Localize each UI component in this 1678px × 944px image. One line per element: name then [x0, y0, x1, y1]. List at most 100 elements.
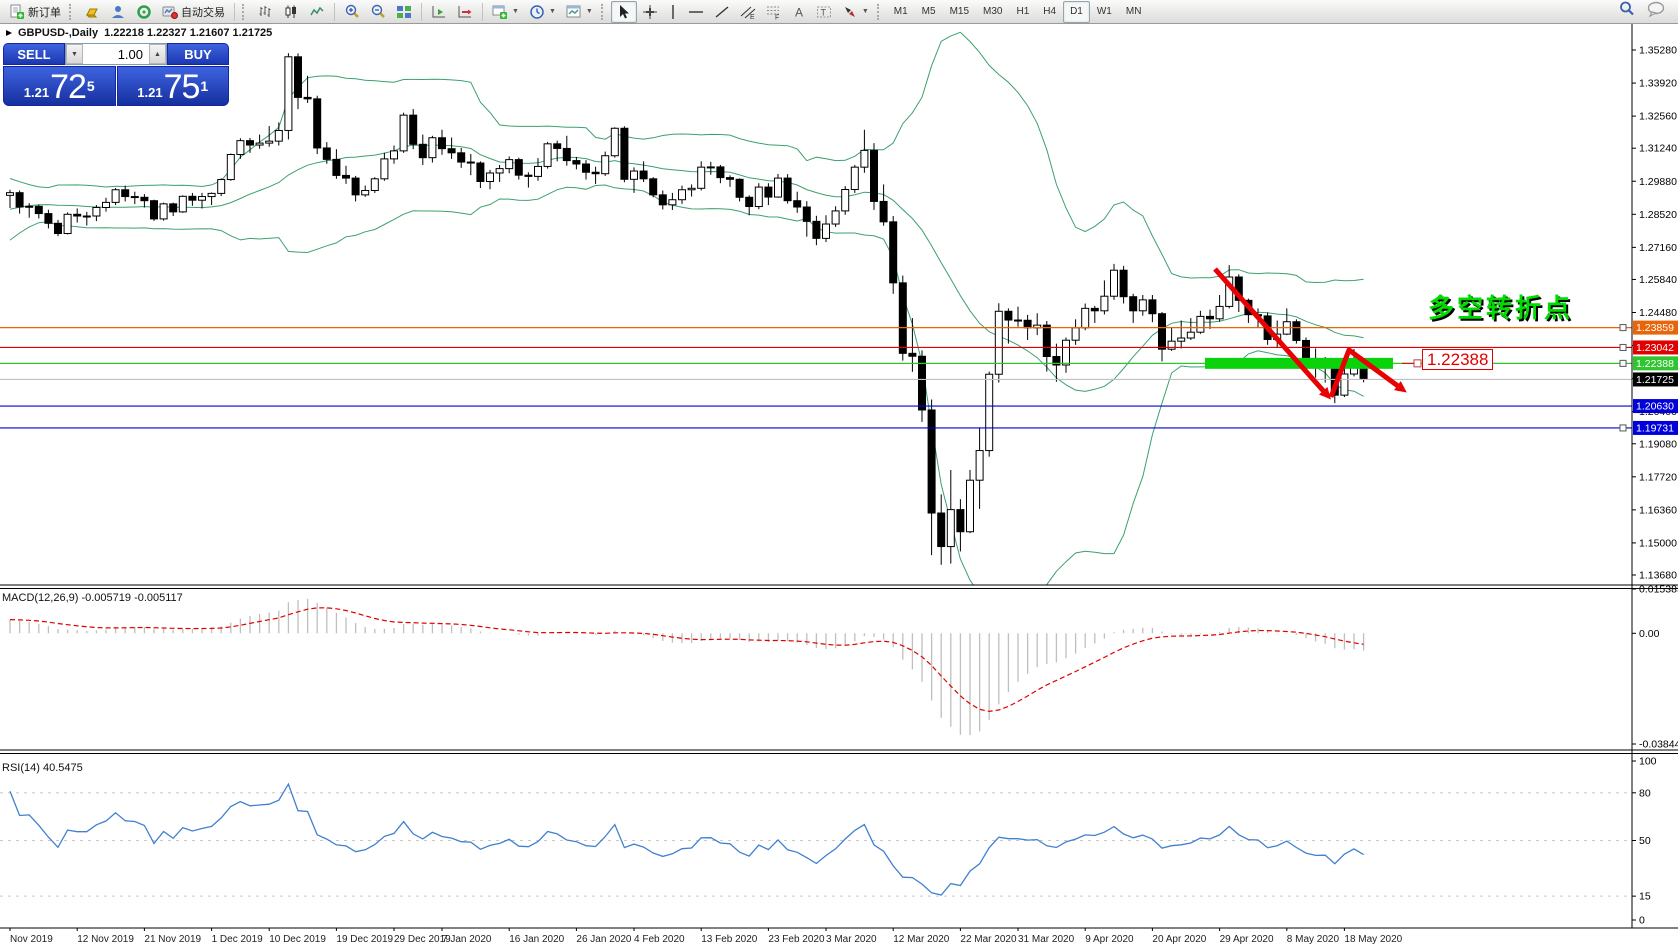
- tile-windows-button[interactable]: [391, 1, 417, 23]
- sell-price-main: 72: [50, 68, 87, 106]
- buy-price-pip: 1: [200, 78, 209, 94]
- price-tick-label: 1.19080: [1639, 438, 1677, 450]
- timeframe-button-MN[interactable]: MN: [1125, 6, 1142, 17]
- trendline-tool-button[interactable]: [709, 1, 735, 23]
- candle-body: [630, 170, 638, 180]
- timeframe-button-M5[interactable]: M5: [921, 6, 936, 17]
- svg-text:A: A: [795, 5, 803, 19]
- candle-body: [1167, 340, 1176, 350]
- candle-body: [534, 165, 542, 177]
- templates-button[interactable]: ▼: [561, 1, 598, 23]
- macd-pane[interactable]: [9, 598, 1365, 736]
- volume-input[interactable]: [83, 44, 149, 64]
- price-level-annotation[interactable]: 1.22388: [1422, 349, 1494, 370]
- line-handle[interactable]: [1619, 324, 1627, 332]
- toolbar-divider: [234, 2, 235, 21]
- buy-button[interactable]: BUY: [167, 43, 229, 65]
- timeframe-button-M15[interactable]: M15: [949, 6, 970, 17]
- trend-arrow[interactable]: [1213, 267, 1331, 400]
- price-axis[interactable]: 1.35280 1.33920 1.32560 1.31240 1.29880 1.285…: [1619, 45, 1678, 927]
- auto-trading-button[interactable]: 自动交易: [157, 1, 230, 23]
- timeframe-button-M1[interactable]: M1: [893, 6, 908, 17]
- search-icon[interactable]: [1618, 0, 1636, 23]
- candle-body: [1081, 307, 1090, 329]
- trend-arrow[interactable]: [1328, 347, 1407, 398]
- line-chart-mode-button[interactable]: [304, 1, 330, 23]
- candle-body: [1138, 299, 1147, 312]
- price-tick-label: 1.15000: [1639, 537, 1677, 549]
- chat-icon[interactable]: [1646, 0, 1666, 23]
- candle-body: [1071, 327, 1080, 341]
- date-label: 12 Mar 2020: [893, 934, 950, 944]
- auto-scroll-button[interactable]: [426, 1, 452, 23]
- zoom-in-button[interactable]: [339, 1, 365, 23]
- buy-price-prefix: 1.21: [137, 85, 163, 100]
- level-price-badge: 1.23859: [1633, 320, 1678, 335]
- candle-body: [793, 200, 802, 208]
- price-pane[interactable]: [6, 31, 1368, 598]
- line-handle[interactable]: [1619, 424, 1627, 432]
- candle-body: [639, 170, 648, 180]
- rsi-line: [9, 782, 1364, 896]
- candle-body: [774, 177, 782, 198]
- clock-icon: [529, 4, 545, 20]
- volume-increase-button[interactable]: ▲: [149, 44, 166, 64]
- date-label: 29 Dec 2019: [394, 934, 451, 944]
- date-axis[interactable]: Nov 2019 12 Nov 2019 21 Nov 2019 1 Dec 2019…: [9, 928, 1403, 944]
- buy-price-panel[interactable]: 1.21 75 1: [116, 66, 229, 106]
- new-chart-button[interactable]: ▼: [487, 1, 524, 23]
- text-label-tool-button[interactable]: T: [811, 1, 837, 23]
- new-order-label: 新订单: [28, 6, 61, 19]
- sell-price-panel[interactable]: 1.21 72 5: [3, 66, 116, 106]
- candle-body: [1186, 331, 1195, 339]
- level-price-badge: 1.22388: [1633, 356, 1678, 371]
- new-order-button[interactable]: 新订单: [4, 1, 66, 23]
- community-button[interactable]: [105, 1, 131, 23]
- candle-body: [495, 168, 504, 174]
- crosshair-tool-button[interactable]: [637, 1, 663, 23]
- deposit-button[interactable]: [79, 1, 105, 23]
- profiles-button[interactable]: ▼: [524, 1, 561, 23]
- candle-body: [255, 142, 264, 146]
- market-button[interactable]: [131, 1, 157, 23]
- text-tool-button[interactable]: A: [787, 1, 811, 23]
- cursor-tool-button[interactable]: [610, 0, 637, 23]
- arrows-tool-button[interactable]: ▼: [837, 1, 874, 23]
- candle-body: [1302, 339, 1310, 359]
- timeframe-button-W1[interactable]: W1: [1096, 6, 1112, 17]
- timeframe-button-D1[interactable]: D1: [1063, 0, 1090, 23]
- candlestick-mode-button[interactable]: [278, 1, 304, 23]
- candle-body: [169, 203, 178, 213]
- vertical-line-tool-button[interactable]: [663, 1, 683, 23]
- fibonacci-tool-button[interactable]: F: [761, 1, 787, 23]
- chart-canvas[interactable]: 1.35280 1.33920 1.32560 1.31240 1.29880 1.285…: [0, 24, 1678, 944]
- level-badge-text: 1.21725: [1636, 374, 1674, 386]
- rsi-pane[interactable]: [0, 782, 1632, 897]
- timeframe-button-M30[interactable]: M30: [983, 6, 1003, 17]
- price-tick-label: 1.33920: [1639, 78, 1677, 90]
- line-handle[interactable]: [1619, 343, 1627, 351]
- candle-body: [966, 479, 974, 533]
- timeframe-button-H1[interactable]: H1: [1016, 6, 1030, 17]
- channel-tool-button[interactable]: E: [735, 1, 761, 23]
- candle-body: [1148, 299, 1157, 315]
- auto-trading-icon: [162, 4, 178, 20]
- timeframe-button-H4[interactable]: H4: [1043, 6, 1057, 17]
- candle-body: [342, 174, 350, 179]
- line-handle[interactable]: [1619, 359, 1627, 367]
- horizontal-line-tool-button[interactable]: [683, 1, 709, 23]
- bar-chart-mode-button[interactable]: [252, 1, 278, 23]
- sell-button[interactable]: SELL: [3, 43, 65, 65]
- zoom-out-button[interactable]: [365, 1, 391, 23]
- date-label: 23 Feb 2020: [768, 934, 825, 944]
- annotation-handle[interactable]: [1413, 359, 1422, 368]
- candle-body: [25, 205, 34, 208]
- level-badge-bg: [1633, 399, 1678, 414]
- volume-decrease-button[interactable]: ▼: [66, 44, 83, 64]
- bollinger-middle-band: [9, 144, 1364, 392]
- turning-point-annotation[interactable]: 多空转折点: [1428, 293, 1574, 323]
- chart-shift-button[interactable]: [452, 1, 478, 23]
- candle-body: [457, 152, 466, 163]
- rsi-tick-label: 100: [1639, 756, 1657, 768]
